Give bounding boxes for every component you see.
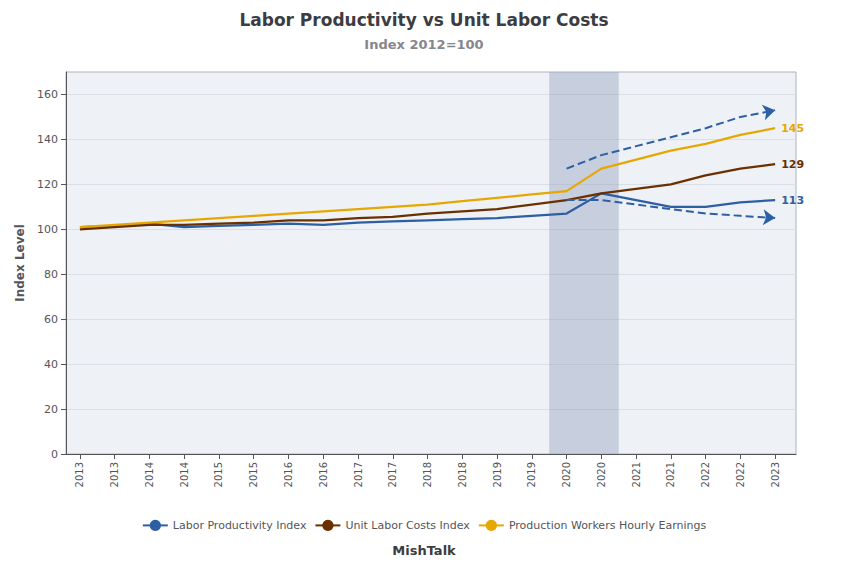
svg-text:2016: 2016 [283, 462, 294, 487]
svg-text:2014: 2014 [179, 462, 190, 487]
svg-text:120: 120 [37, 178, 58, 191]
svg-text:145: 145 [781, 122, 804, 135]
svg-text:Production Workers Hourly Earn: Production Workers Hourly Earnings [509, 519, 707, 532]
svg-text:Unit Labor Costs Index: Unit Labor Costs Index [345, 519, 470, 532]
svg-text:2013: 2013 [109, 462, 120, 487]
svg-text:2023: 2023 [770, 462, 781, 487]
svg-text:Labor Productivity vs Unit Lab: Labor Productivity vs Unit Labor Costs [239, 10, 608, 30]
svg-text:2022: 2022 [735, 462, 746, 487]
svg-text:40: 40 [44, 358, 58, 371]
svg-text:2014: 2014 [144, 462, 155, 487]
svg-text:2018: 2018 [422, 462, 433, 487]
svg-text:160: 160 [37, 88, 58, 101]
svg-text:2022: 2022 [700, 462, 711, 487]
svg-text:Index Level: Index Level [13, 224, 27, 302]
svg-text:2020: 2020 [561, 462, 572, 487]
svg-text:2013: 2013 [74, 462, 85, 487]
svg-text:Labor Productivity Index: Labor Productivity Index [173, 519, 307, 532]
svg-text:20: 20 [44, 403, 58, 416]
svg-text:2018: 2018 [457, 462, 468, 487]
svg-text:2020: 2020 [596, 462, 607, 487]
svg-text:2015: 2015 [248, 462, 259, 487]
svg-text:2021: 2021 [665, 462, 676, 487]
svg-text:2016: 2016 [318, 462, 329, 487]
svg-text:140: 140 [37, 133, 58, 146]
svg-text:MishTalk: MishTalk [392, 543, 456, 558]
svg-text:2017: 2017 [387, 462, 398, 487]
svg-text:60: 60 [44, 313, 58, 326]
svg-text:2017: 2017 [353, 462, 364, 487]
svg-text:129: 129 [781, 158, 804, 171]
svg-text:113: 113 [781, 194, 804, 207]
svg-text:80: 80 [44, 268, 58, 281]
svg-text:100: 100 [37, 223, 58, 236]
svg-text:2015: 2015 [213, 462, 224, 487]
svg-text:2019: 2019 [526, 462, 537, 487]
svg-text:Index 2012=100: Index 2012=100 [364, 37, 483, 52]
svg-text:0: 0 [51, 448, 58, 461]
svg-text:2019: 2019 [492, 462, 503, 487]
svg-text:2021: 2021 [631, 462, 642, 487]
